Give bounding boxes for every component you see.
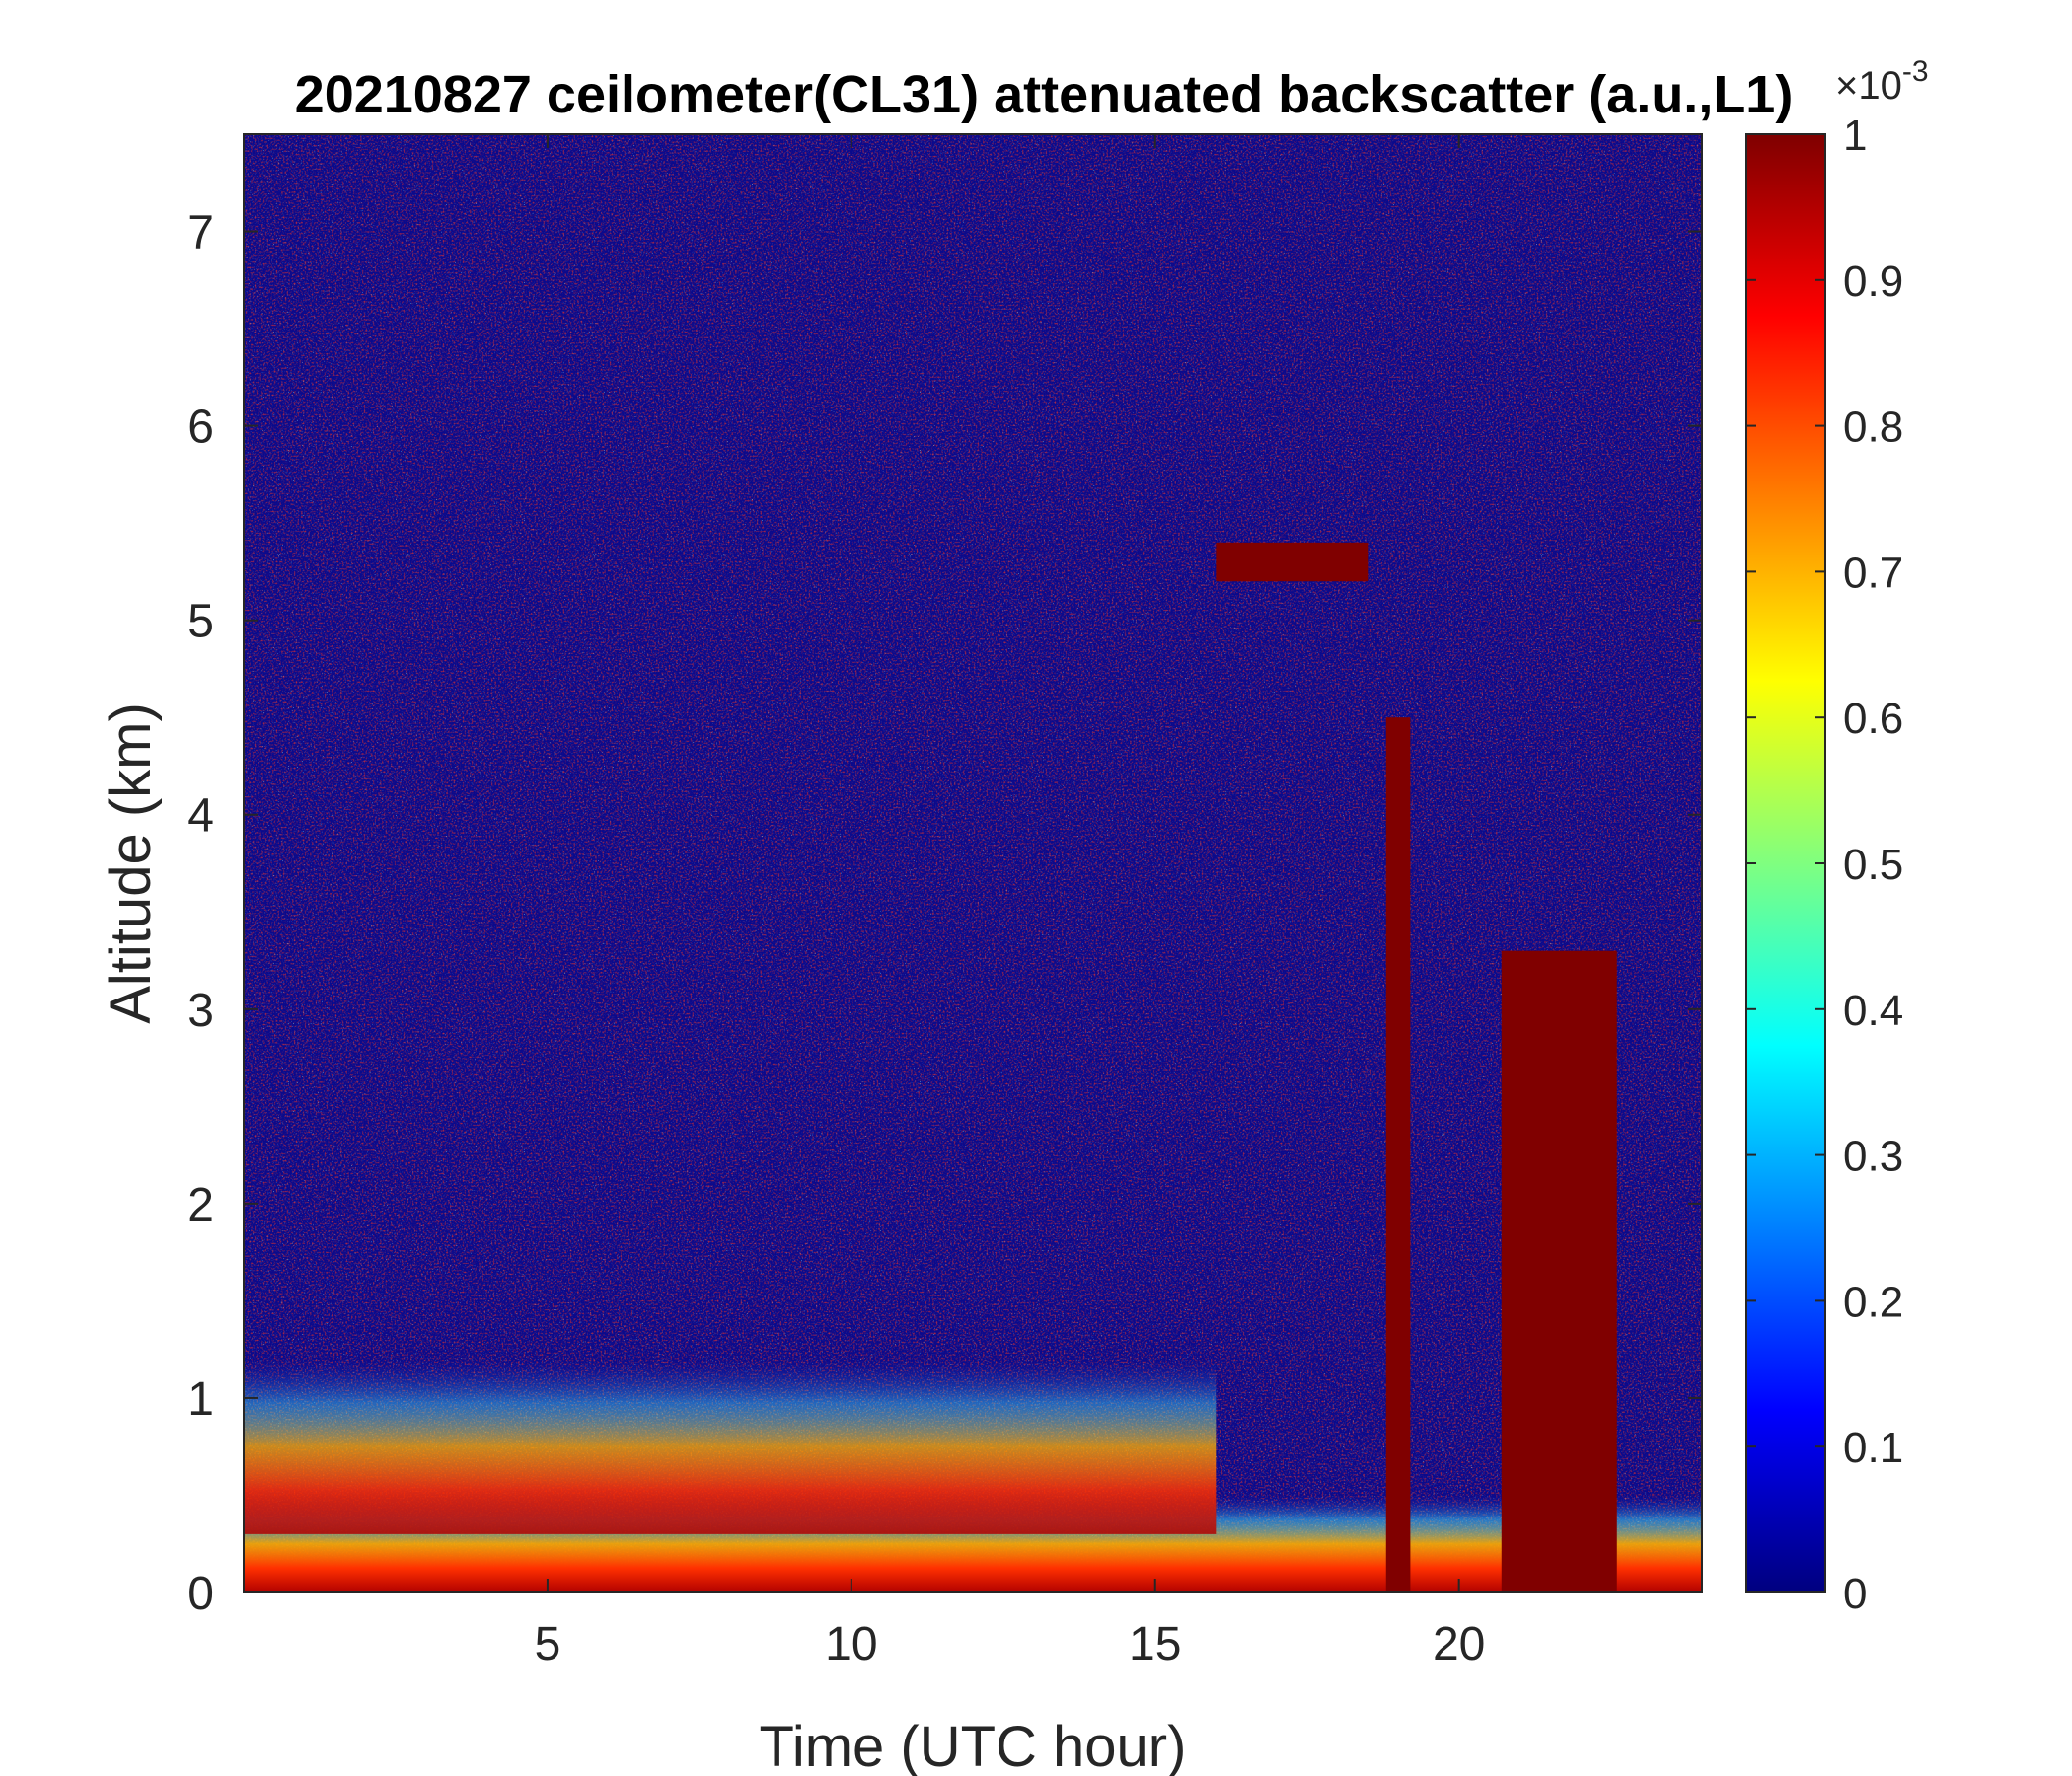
features-layer (244, 542, 1702, 1592)
colorbar-tick-label-9: 0.9 (1843, 258, 1903, 306)
x-tick-label-0: 5 (535, 1618, 561, 1670)
colorbar-tick-label-7: 0.7 (1843, 549, 1903, 597)
y-tick-label-3: 3 (187, 985, 214, 1037)
colorbar-tick-label-2: 0.2 (1843, 1278, 1903, 1326)
x-tick-label-2: 15 (1129, 1618, 1181, 1670)
feature-2 (1385, 717, 1411, 1592)
colorbar-tick-label-10: 1 (1843, 111, 1867, 160)
y-axis-label: Altitude (km) (99, 703, 163, 1024)
y-tick-label-1: 1 (187, 1373, 214, 1426)
plot-area (244, 134, 1702, 1592)
plot-frame (243, 133, 1703, 1593)
colorbar-bar (1745, 133, 1826, 1593)
feature-1 (244, 1359, 1217, 1534)
colorbar-tick-label-0: 0 (1843, 1570, 1867, 1618)
y-tick-label-0: 0 (187, 1568, 214, 1620)
y-tick-label-4: 4 (187, 790, 214, 843)
x-axis-label: Time (UTC hour) (760, 1715, 1187, 1776)
noise-texture-speckle (244, 134, 1702, 1592)
y-tick-label-6: 6 (187, 402, 214, 454)
colorbar-exponent-base: ×10 (1835, 64, 1902, 108)
colorbar-ticks: 0 0.1 0.2 0.3 0.4 0.5 0.6 0.7 0.8 0.9 1 (1746, 111, 1903, 1618)
colorbar-tick-label-1: 0.1 (1843, 1424, 1903, 1472)
x-axis: 5 10 15 20 (535, 134, 1485, 1670)
colorbar-tick-label-8: 0.8 (1843, 404, 1903, 452)
colorbar-exponent: ×10-3 (1835, 55, 1929, 108)
y-axis: 0 1 2 3 4 5 6 7 (187, 207, 1702, 1620)
x-tick-label-1: 10 (825, 1618, 877, 1670)
chart-title: 20210827 ceilometer(CL31) attenuated bac… (295, 65, 1794, 124)
x-tick-label-3: 20 (1433, 1618, 1485, 1670)
feature-4 (1216, 542, 1369, 582)
colorbar-tick-label-3: 0.3 (1843, 1133, 1903, 1181)
y-tick-label-2: 2 (187, 1179, 214, 1231)
feature-3 (1501, 950, 1617, 1592)
colorbar-tick-label-5: 0.5 (1843, 841, 1903, 889)
colorbar-exponent-power: -3 (1902, 55, 1929, 88)
colorbar-tick-label-4: 0.4 (1843, 987, 1903, 1035)
colorbar: 0 0.1 0.2 0.3 0.4 0.5 0.6 0.7 0.8 0.9 1 ×10-3 (1745, 55, 1929, 1618)
y-tick-label-5: 5 (187, 596, 214, 648)
y-tick-label-7: 7 (187, 207, 214, 259)
colorbar-tick-label-6: 0.6 (1843, 695, 1903, 743)
